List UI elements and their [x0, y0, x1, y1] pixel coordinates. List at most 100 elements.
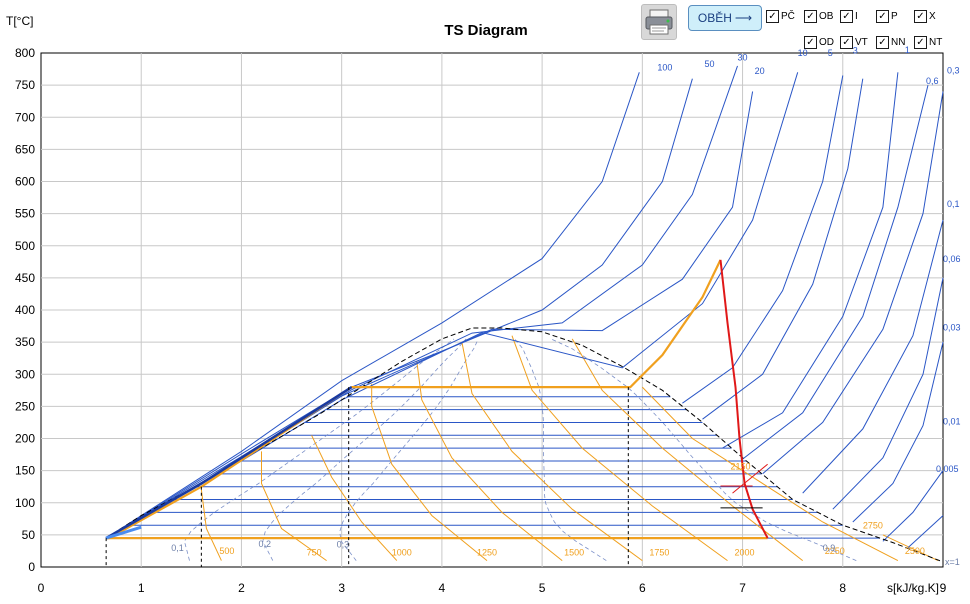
checkbox-nn[interactable]: ✓ NN [876, 36, 905, 49]
checkbox-label: OB [819, 11, 834, 22]
isobar-line-5 [682, 75, 844, 404]
y-tick-label: 0 [28, 560, 35, 574]
checkbox-nt[interactable]: ✓ NT [914, 36, 942, 49]
isobar-label: 0,06 [943, 254, 961, 264]
isobar-label: 50 [704, 59, 714, 69]
isenthalp-label: 500 [219, 546, 234, 556]
checkmark-icon: ✓ [804, 36, 817, 49]
y-tick-label: 700 [15, 110, 35, 124]
isobar-label: 0,01 [943, 416, 961, 426]
checkbox-p[interactable]: ✓ P [876, 10, 898, 23]
checkbox-x[interactable]: ✓ X [914, 10, 936, 23]
isenthalp-line-1750 [461, 342, 643, 562]
arrow-right-icon: ⟶ [734, 11, 753, 25]
isenthalp-label: 1750 [649, 547, 669, 557]
y-tick-label: 200 [15, 432, 35, 446]
enthalpy-annotation: 2150 [731, 461, 751, 471]
checkbox-vt[interactable]: ✓ VT [840, 36, 868, 49]
checkmark-icon: ✓ [914, 36, 927, 49]
x-tick-label: 9 [940, 581, 947, 595]
isobar-line-0,3 [762, 91, 944, 475]
isenthalp-line-2250 [571, 338, 804, 561]
toolbar: OBĚH ⟶ ✓ PČ ✓ OB ✓ I ✓ P ✓ X ✓ OD ✓ VT ✓ NN ✓ NT [640, 4, 970, 50]
y-tick-label: 450 [15, 271, 35, 285]
isenthalp-label: 1250 [477, 547, 497, 557]
quality-label: 0,2 [258, 539, 271, 549]
y-tick-label: 350 [15, 335, 35, 349]
checkbox-od[interactable]: ✓ OD [804, 36, 834, 49]
x-tick-label: 6 [639, 581, 646, 595]
checkmark-icon: ✓ [876, 36, 889, 49]
checkmark-icon: ✓ [840, 10, 853, 23]
quality-label: 0,3 [337, 540, 350, 550]
y-tick-label: 300 [15, 367, 35, 381]
isobar-line-0,1 [802, 219, 944, 494]
chart-title: TS Diagram [0, 22, 970, 40]
print-button[interactable] [641, 4, 677, 40]
isenthalp-line-1250 [371, 383, 488, 561]
checkbox-label: NN [891, 37, 906, 48]
x-tick-label: 3 [338, 581, 345, 595]
isenthalp-line-500 [200, 489, 222, 561]
quality-label: x=1 [945, 557, 960, 567]
y-tick-label: 750 [15, 78, 35, 92]
marker-line [732, 463, 768, 494]
checkbox-pč[interactable]: ✓ PČ [766, 10, 795, 23]
isenthalp-label: 2000 [735, 547, 755, 557]
isobar-label: 3 [853, 46, 858, 56]
checkmark-icon: ✓ [766, 10, 779, 23]
x-tick-label: 0 [38, 581, 45, 595]
isobar-line-0,03 [852, 341, 944, 523]
quality-line [262, 338, 467, 561]
checkbox-label: NT [929, 37, 943, 48]
chart-title-text: TS Diagram [444, 22, 528, 39]
y-tick-label: 250 [15, 399, 35, 413]
checkmark-icon: ✓ [804, 10, 817, 23]
y-tick-label: 550 [15, 207, 35, 221]
checkbox-label: X [929, 11, 936, 22]
cycle-button[interactable]: OBĚH ⟶ [688, 5, 762, 31]
y-tick-label: 150 [15, 464, 35, 478]
quality-label: 0,9 [823, 543, 836, 553]
quality-label: 0,1 [171, 543, 184, 553]
isenthalp-label: 1000 [392, 547, 412, 557]
y-tick-label: 100 [15, 496, 35, 510]
isenthalp-line-1000 [311, 435, 398, 561]
isobar-line-1 [722, 72, 899, 449]
cycle-path [106, 259, 722, 540]
checkmark-icon: ✓ [840, 36, 853, 49]
isobar-label: 0,005 [936, 464, 959, 474]
y-tick-label: 800 [15, 46, 35, 60]
isobar-line-100 [105, 72, 640, 539]
isobar-label: 30 [738, 53, 748, 63]
isobar-label: 5 [828, 48, 833, 58]
checkbox-label: P [891, 11, 898, 22]
isobar-line-0,6 [742, 84, 929, 460]
isenthalp-label: 2750 [863, 520, 883, 530]
y-tick-label: 600 [15, 175, 35, 189]
isenthalp-line-2000 [511, 335, 728, 562]
isobar-line-0,005 [907, 515, 944, 549]
x-tick-label: 5 [539, 581, 546, 595]
quality-line [550, 338, 857, 561]
isobar-label: 0,1 [947, 199, 960, 209]
isobar-label: 1 [905, 45, 910, 55]
isobar-line-3 [702, 78, 864, 420]
checkbox-ob[interactable]: ✓ OB [804, 10, 833, 23]
checkbox-label: OD [819, 37, 834, 48]
checkbox-i[interactable]: ✓ I [840, 10, 858, 23]
y-tick-label: 500 [15, 239, 35, 253]
isenthalp-line-750 [261, 451, 327, 562]
feed-pump-line [105, 525, 142, 540]
y-tick-label: 50 [22, 528, 36, 542]
quality-line [339, 338, 479, 561]
isobar-label: 100 [657, 62, 672, 72]
expansion-line [719, 259, 769, 539]
y-tick-label: 650 [15, 142, 35, 156]
checkmark-icon: ✓ [914, 10, 927, 23]
checkbox-label: VT [855, 37, 868, 48]
quality-line [183, 338, 455, 561]
checkbox-label: I [855, 11, 858, 22]
checkmark-icon: ✓ [876, 10, 889, 23]
x-axis-label: s[kJ/kg.K] [887, 581, 939, 595]
